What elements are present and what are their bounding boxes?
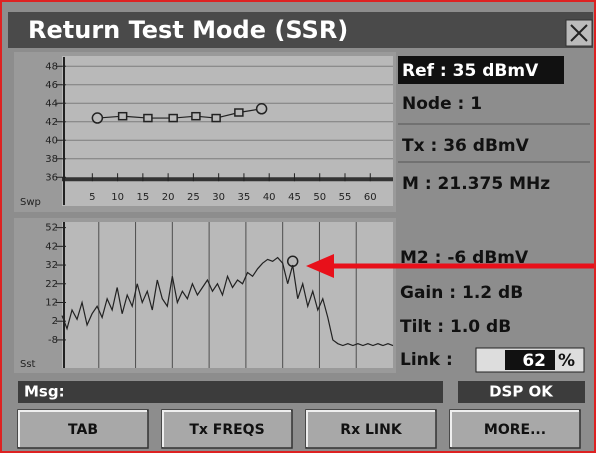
x-tick-label: 40 [263, 192, 276, 203]
point [234, 108, 244, 117]
axis-band [62, 177, 393, 182]
y-tick-label: 42 [45, 241, 58, 252]
button-row: TAB Tx FREQS Rx LINK MORE... [17, 409, 581, 449]
button-face[interactable] [161, 409, 293, 449]
button[interactable]: Tx FREQS [161, 409, 293, 449]
y-label: Swp [20, 197, 41, 208]
readout: Tx : 36 dBmV [402, 136, 530, 156]
x-tick-label: 25 [187, 192, 200, 203]
x-tick-label: 55 [339, 192, 352, 203]
dsp-bar [458, 381, 585, 403]
title: Return Test Mode (SSR) [28, 16, 348, 44]
y-tick-label: 40 [45, 135, 58, 146]
spectrum-trace [61, 256, 394, 347]
link-bar [505, 350, 555, 370]
marker [286, 255, 299, 268]
y-tick-label: -8 [48, 335, 58, 346]
point [168, 113, 178, 123]
y-tick-label: 48 [45, 61, 58, 72]
y-tick-label: 42 [45, 117, 58, 128]
readout: Link : [400, 350, 453, 370]
x-tick-label: 20 [162, 192, 175, 203]
x-tick-label: 50 [313, 192, 326, 203]
spectrum-plot [62, 222, 393, 368]
button[interactable]: TAB [17, 409, 149, 449]
button-face[interactable] [17, 409, 149, 449]
button-bevel[interactable] [18, 410, 147, 447]
x-tick-label: 15 [136, 192, 149, 203]
y-label: Sst [20, 359, 36, 370]
ref-box [398, 56, 564, 84]
button-label[interactable]: TAB [68, 422, 98, 438]
link-value: 62 [522, 351, 546, 371]
x-tick-label: 60 [364, 192, 377, 203]
readout: M : 21.375 MHz [402, 174, 550, 194]
readout: Gain : 1.2 dB [400, 283, 523, 303]
readout: Tilt : 1.0 dB [400, 317, 511, 337]
point [143, 113, 153, 123]
y-tick-label: 52 [45, 223, 58, 234]
sweep-plot [62, 56, 393, 206]
x-tick-label: 10 [111, 192, 124, 203]
point [91, 112, 104, 124]
button-label[interactable]: Tx FREQS [189, 422, 264, 438]
close-button[interactable] [565, 19, 593, 47]
x-tick-label: 45 [288, 192, 301, 203]
plots: 36 38 40 42 44 46 48 5 10 15 20 25 30 35 40 45 50 55 60 52 4… [45, 57, 394, 368]
button-bevel[interactable] [306, 410, 435, 447]
msg-label: Msg: [24, 383, 65, 401]
y-tick-label: 22 [45, 279, 58, 290]
point [117, 111, 128, 121]
button-label[interactable]: Rx LINK [340, 422, 403, 438]
y-tick-label: 32 [45, 260, 58, 271]
button-label[interactable]: MORE... [484, 422, 546, 438]
button-bevel[interactable] [162, 410, 291, 447]
y-tick-label: 44 [45, 98, 58, 109]
point [255, 103, 268, 115]
x-tick-label: 35 [238, 192, 251, 203]
y-tick-label: 2 [52, 316, 58, 327]
link-unit: % [558, 351, 575, 371]
y-tick-label: 38 [45, 154, 58, 165]
point [211, 113, 221, 123]
readout: M2 : -6 dBmV [400, 248, 529, 268]
msg-bar [18, 381, 443, 403]
point [191, 111, 201, 121]
arrow [306, 254, 594, 278]
dsp-status: DSP OK [489, 383, 554, 401]
button[interactable]: Rx LINK [305, 409, 437, 449]
readout: Ref : 35 dBmV [402, 61, 539, 81]
y-tick-label: 12 [45, 297, 58, 308]
x-tick-label: 30 [212, 192, 225, 203]
button-face[interactable] [305, 409, 437, 449]
button-bevel[interactable] [450, 410, 579, 447]
readout: Node : 1 [402, 94, 482, 114]
button[interactable]: MORE... [449, 409, 581, 449]
y-tick-label: 46 [45, 80, 58, 91]
x-tick-label: 5 [89, 192, 95, 203]
title-bar [8, 12, 593, 48]
y-tick-label: 36 [45, 172, 58, 183]
